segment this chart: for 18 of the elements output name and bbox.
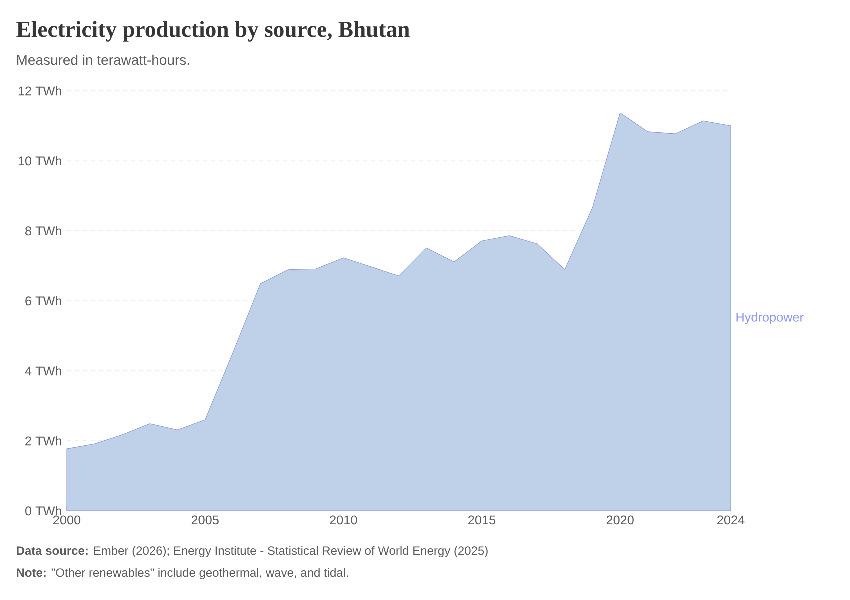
x-tick-label: 2000 (54, 516, 81, 525)
text: Data source: Ember (2026); Energy Institute - Statistical Review of World Energy (2025) (17, 546, 488, 558)
x-tick-label: 2024 (718, 516, 745, 525)
x-tick-label: 2010 (330, 516, 358, 525)
y-tick-label: 0 TWh (25, 506, 62, 516)
y-tick-label: 4 TWh (25, 366, 62, 376)
y-tick-label: 2 TWh (26, 436, 62, 446)
text: Note: "Other renewables" include geothermal, wave, and tidal. (17, 568, 348, 580)
chart-title: Electricity production by source, Bhutan (16, 21, 410, 42)
x-tick-label: 2020 (606, 516, 634, 525)
series-label: Hydropower (736, 312, 804, 324)
y-tick-label: 10 TWh (18, 156, 62, 166)
y-tick-label: 12 TWh (18, 86, 62, 96)
y-tick-label: 8 TWh (26, 226, 62, 236)
chart-subtitle: Measured in terawatt-hours. (17, 54, 190, 66)
y-tick-label: 6 TWh (26, 296, 62, 306)
x-tick-label: 2015 (468, 516, 496, 525)
x-tick-label: 2005 (192, 516, 219, 525)
